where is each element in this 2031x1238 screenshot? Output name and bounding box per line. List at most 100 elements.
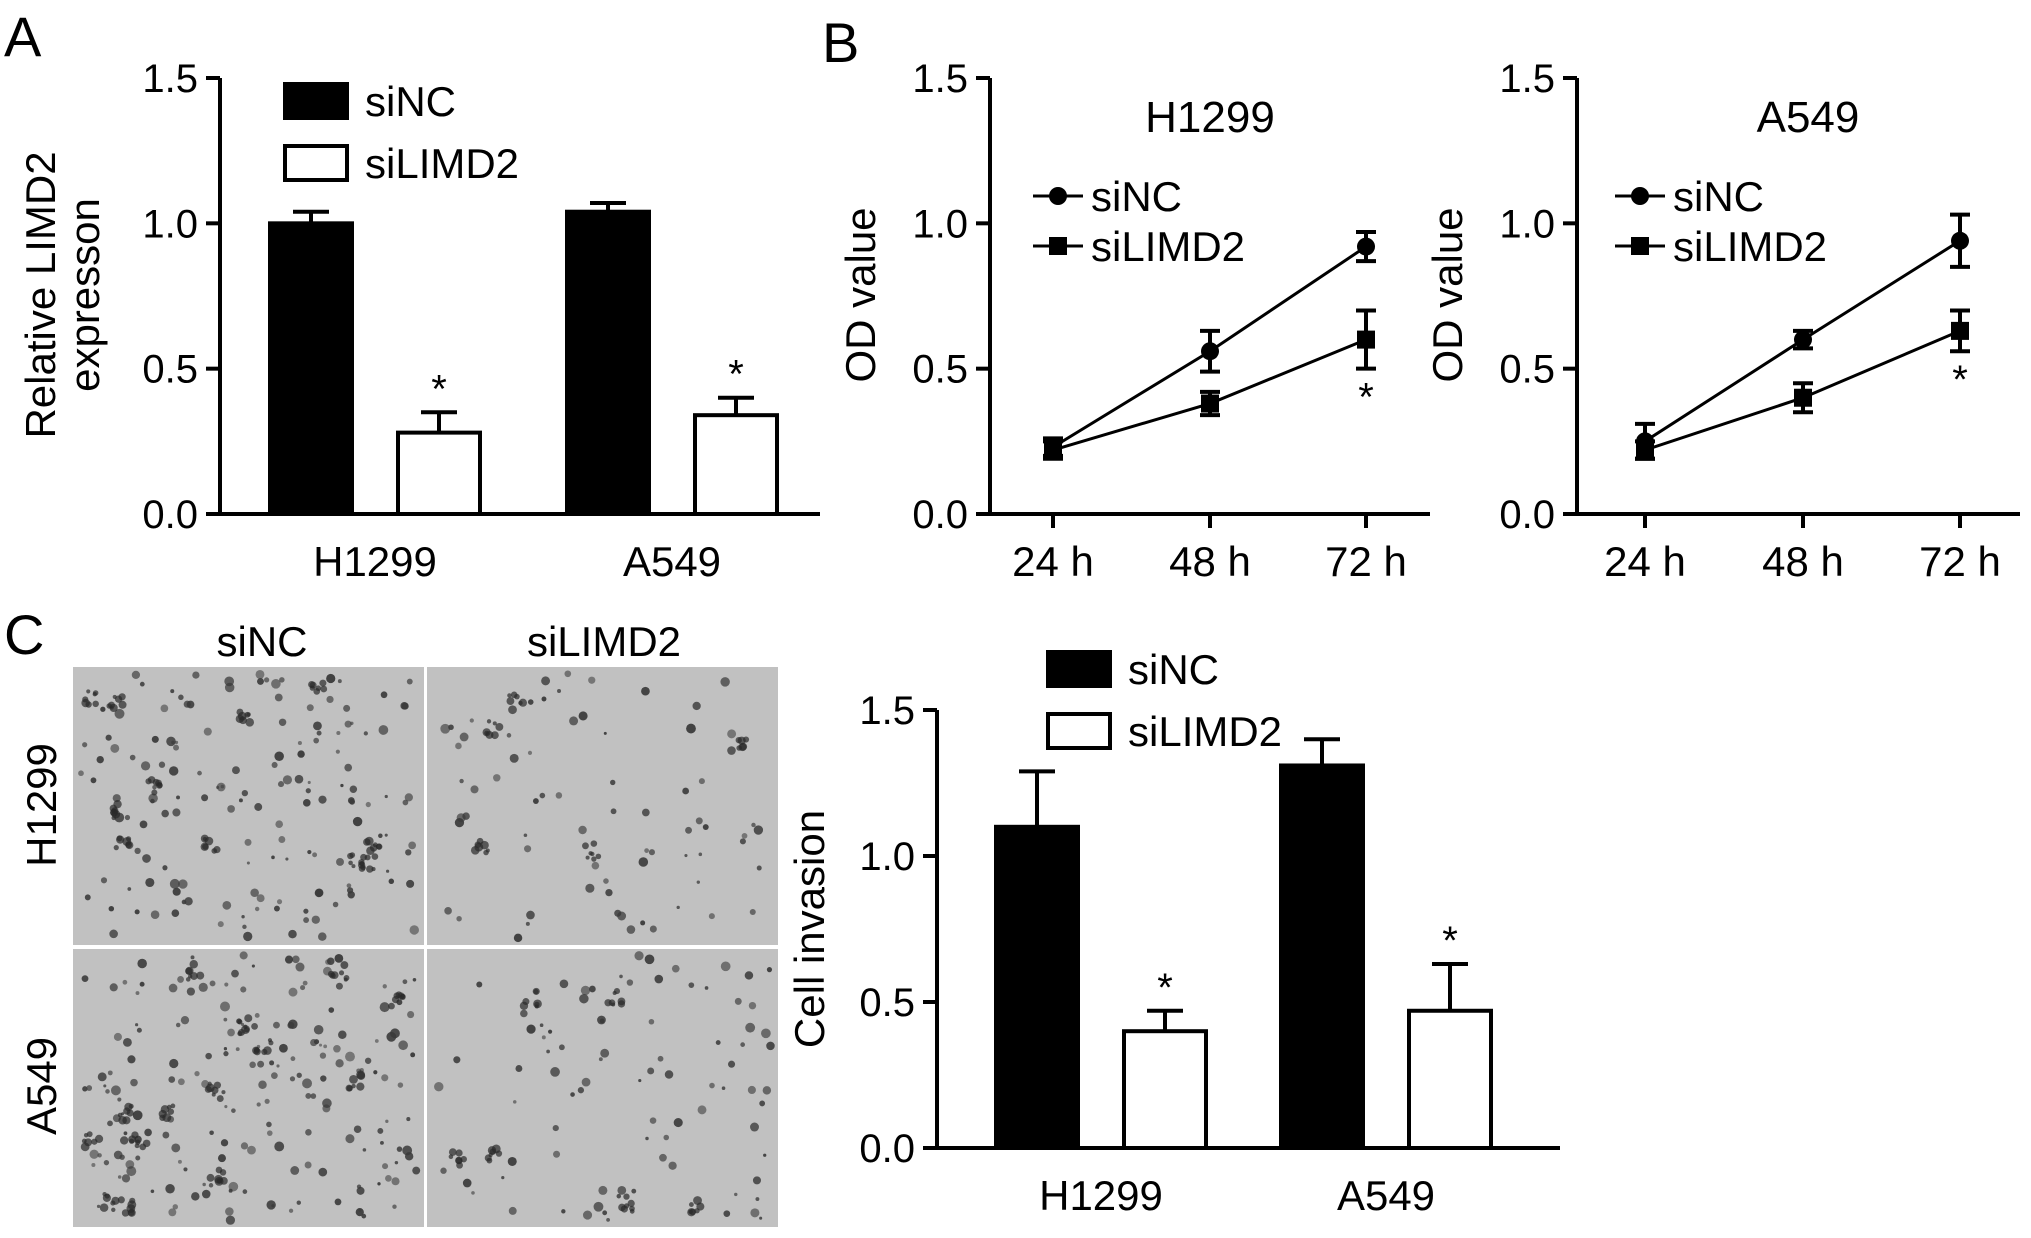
cell	[242, 1189, 248, 1194]
cell	[541, 676, 551, 686]
cell	[306, 704, 314, 712]
cell-cluster	[533, 999, 542, 1009]
cell-cluster	[351, 864, 356, 869]
cell	[225, 1207, 234, 1216]
cell	[759, 1100, 766, 1107]
cell	[649, 1117, 657, 1124]
cell	[384, 794, 388, 799]
cell	[172, 808, 181, 817]
cell-cluster	[495, 722, 504, 731]
cell-cluster	[213, 1081, 222, 1089]
cell-cluster	[134, 1143, 140, 1149]
cell	[224, 1105, 228, 1109]
legend-label-siLIMD2: siLIMD2	[1091, 223, 1245, 270]
cell	[220, 1001, 231, 1012]
cell	[108, 905, 115, 912]
cell	[307, 849, 312, 855]
cell	[626, 979, 634, 986]
cell	[617, 1185, 627, 1195]
cell	[231, 1108, 236, 1113]
cell	[201, 794, 209, 802]
cell	[310, 1038, 318, 1047]
cell	[319, 1043, 323, 1047]
cell-cluster	[160, 1105, 170, 1114]
cell	[127, 1055, 136, 1064]
cell	[353, 1125, 362, 1134]
cell-cluster	[319, 679, 327, 687]
cell	[378, 725, 389, 735]
cell	[335, 1059, 344, 1068]
cell	[172, 1204, 179, 1210]
cell-cluster	[127, 1200, 137, 1210]
cell-cluster	[522, 998, 530, 1006]
cell	[271, 1072, 278, 1079]
cell	[124, 814, 131, 821]
cell	[186, 987, 195, 996]
cell	[539, 1023, 544, 1028]
cell	[192, 671, 200, 679]
cell	[142, 854, 151, 863]
cell	[753, 825, 764, 835]
cell	[598, 1057, 603, 1062]
row-label-h1299: H1299	[18, 743, 65, 867]
cell	[392, 1204, 397, 1209]
cell	[100, 706, 106, 712]
cell-cluster	[219, 1169, 227, 1176]
cell-cluster	[620, 1205, 628, 1213]
cell	[434, 1082, 444, 1092]
cell	[553, 1150, 561, 1158]
cell	[444, 907, 452, 915]
cell	[305, 1092, 312, 1099]
cell-cluster	[91, 1138, 98, 1145]
cell	[578, 711, 588, 721]
cell	[363, 731, 368, 736]
cell	[336, 730, 341, 736]
cell	[338, 1030, 347, 1040]
cell-cluster	[125, 836, 132, 842]
cell-cluster	[85, 701, 92, 708]
legend-label-siLIMD2: siLIMD2	[1673, 223, 1827, 270]
cell	[251, 964, 255, 968]
cell	[557, 689, 562, 693]
cell	[190, 955, 195, 960]
cell	[113, 1032, 122, 1041]
cell	[382, 984, 387, 989]
cell	[385, 1119, 389, 1123]
cell	[456, 915, 462, 922]
cell	[134, 847, 141, 854]
cell	[127, 887, 132, 891]
cell	[162, 1131, 170, 1139]
cell	[619, 974, 623, 979]
cell	[326, 695, 334, 704]
cell	[103, 1084, 107, 1088]
bar-siNC-H1299	[268, 221, 354, 516]
cell	[340, 961, 349, 969]
cell	[541, 696, 547, 702]
cell-cluster	[347, 852, 354, 860]
y-axis-label: Relative LIMD2expresson	[17, 151, 108, 438]
cell	[532, 798, 539, 804]
cell	[119, 1154, 125, 1160]
cell	[208, 1183, 214, 1188]
x-tick-label: 48 h	[1762, 538, 1844, 585]
cell	[739, 838, 746, 845]
cell	[328, 1007, 335, 1013]
cell-cluster	[110, 1200, 116, 1206]
x-tick-label: 72 h	[1325, 538, 1407, 585]
cell	[305, 788, 311, 794]
cell	[166, 736, 176, 747]
cell	[462, 1178, 472, 1188]
cell	[288, 1019, 298, 1029]
cell	[222, 900, 232, 910]
cell	[336, 858, 344, 866]
cell	[227, 805, 235, 813]
cell	[96, 755, 104, 764]
cell-cluster	[128, 1138, 135, 1144]
cell	[256, 894, 265, 903]
legend-label-siLIMD2: siLIMD2	[365, 140, 519, 187]
cell-cluster	[358, 865, 366, 872]
cell	[294, 774, 304, 784]
cell-cluster	[348, 860, 353, 866]
cell-cluster	[235, 714, 244, 723]
cell	[641, 686, 650, 696]
